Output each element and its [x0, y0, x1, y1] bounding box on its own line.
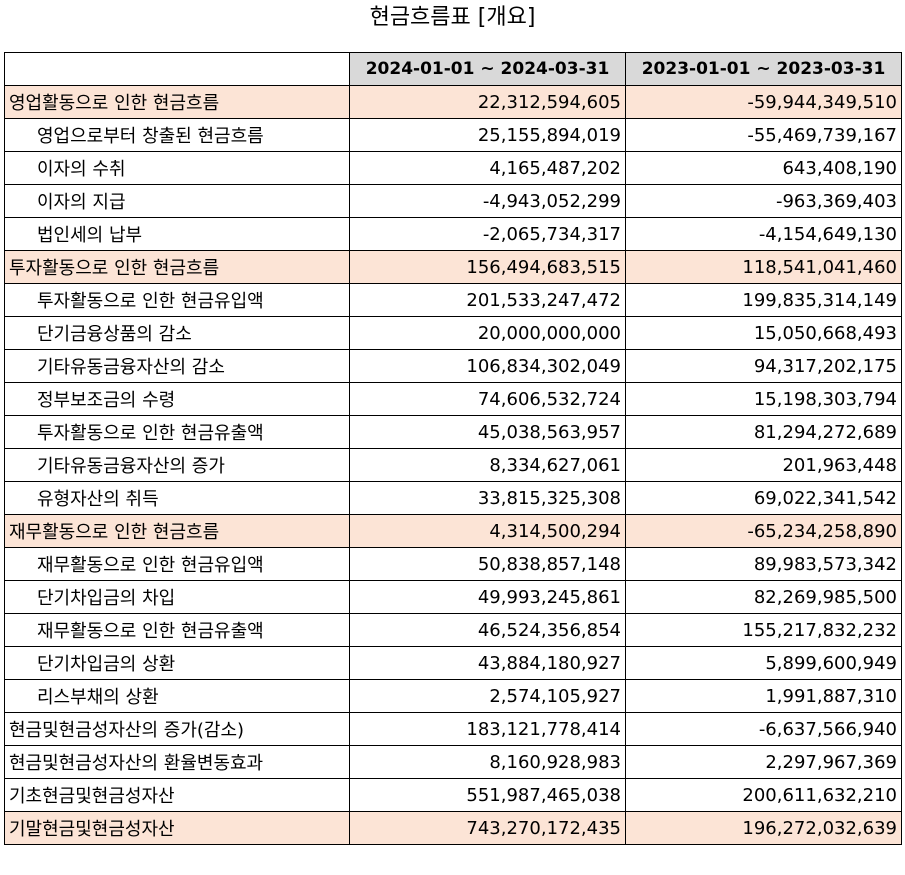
row-label: 이자의 지급: [4, 184, 350, 218]
value-2023: 81,294,272,689: [625, 415, 902, 449]
value-2024: 8,334,627,061: [349, 448, 626, 482]
table-row: 기타유동금융자산의 감소 106,834,302,049 94,317,202,17…: [4, 349, 902, 383]
table-row: 리스부채의 상환 2,574,105,927 1,991,887,310: [4, 679, 902, 713]
row-label: 법인세의 납부: [4, 217, 350, 251]
row-label: 재무활동으로 인한 현금유입액: [4, 547, 350, 581]
row-label: 영업활동으로 인한 현금흐름: [4, 85, 350, 119]
value-2024: -2,065,734,317: [349, 217, 626, 251]
value-2024: 45,038,563,957: [349, 415, 626, 449]
value-2023: 643,408,190: [625, 151, 902, 185]
value-2023: 5,899,600,949: [625, 646, 902, 680]
row-label: 투자활동으로 인한 현금흐름: [4, 250, 350, 284]
header-row: 2024-01-01 ~ 2024-03-31 2023-01-01 ~ 202…: [4, 52, 902, 86]
row-label: 재무활동으로 인한 현금흐름: [4, 514, 350, 548]
header-period-2024: 2024-01-01 ~ 2024-03-31: [349, 52, 626, 86]
value-2024: 46,524,356,854: [349, 613, 626, 647]
value-2024: 106,834,302,049: [349, 349, 626, 383]
value-2024: 20,000,000,000: [349, 316, 626, 350]
value-2023: 15,198,303,794: [625, 382, 902, 416]
value-2024: 25,155,894,019: [349, 118, 626, 152]
value-2023: 1,991,887,310: [625, 679, 902, 713]
value-2024: 50,838,857,148: [349, 547, 626, 581]
row-label: 기말현금및현금성자산: [4, 811, 350, 845]
cash-flow-table: 2024-01-01 ~ 2024-03-31 2023-01-01 ~ 202…: [4, 52, 902, 845]
value-2023: -963,369,403: [625, 184, 902, 218]
row-label: 기초현금및현금성자산: [4, 778, 350, 812]
row-label: 단기차입금의 상환: [4, 646, 350, 680]
table-row: 영업으로부터 창출된 현금흐름 25,155,894,019 -55,469,739…: [4, 118, 902, 152]
row-label: 재무활동으로 인한 현금유출액: [4, 613, 350, 647]
table-row: 기초현금및현금성자산 551,987,465,038 200,611,632,210: [4, 778, 902, 812]
table-row: 기말현금및현금성자산 743,270,172,435 196,272,032,639: [4, 811, 902, 845]
row-label: 현금및현금성자산의 환율변동효과: [4, 745, 350, 779]
table-row: 영업활동으로 인한 현금흐름 22,312,594,605 -59,944,349,…: [4, 85, 902, 119]
table-row: 재무활동으로 인한 현금유입액 50,838,857,148 89,983,573,…: [4, 547, 902, 581]
row-label: 영업으로부터 창출된 현금흐름: [4, 118, 350, 152]
table-row: 단기금융상품의 감소 20,000,000,000 15,050,668,493: [4, 316, 902, 350]
row-label: 현금및현금성자산의 증가(감소): [4, 712, 350, 746]
value-2023: 196,272,032,639: [625, 811, 902, 845]
value-2024: 74,606,532,724: [349, 382, 626, 416]
table-row: 재무활동으로 인한 현금흐름 4,314,500,294 -65,234,258,8…: [4, 514, 902, 548]
row-label: 리스부채의 상환: [4, 679, 350, 713]
value-2024: 2,574,105,927: [349, 679, 626, 713]
value-2024: 4,314,500,294: [349, 514, 626, 548]
header-blank: [4, 52, 350, 86]
table-row: 현금및현금성자산의 증가(감소) 183,121,778,414 -6,637,56…: [4, 712, 902, 746]
table-row: 법인세의 납부 -2,065,734,317 -4,154,649,130: [4, 217, 902, 251]
row-label: 이자의 수취: [4, 151, 350, 185]
value-2024: 551,987,465,038: [349, 778, 626, 812]
value-2023: 199,835,314,149: [625, 283, 902, 317]
row-label: 투자활동으로 인한 현금유출액: [4, 415, 350, 449]
value-2023: 89,983,573,342: [625, 547, 902, 581]
value-2023: 15,050,668,493: [625, 316, 902, 350]
row-label: 정부보조금의 수령: [4, 382, 350, 416]
value-2024: 743,270,172,435: [349, 811, 626, 845]
value-2023: 2,297,967,369: [625, 745, 902, 779]
table-row: 이자의 수취 4,165,487,202 643,408,190: [4, 151, 902, 185]
table-row: 재무활동으로 인한 현금유출액 46,524,356,854 155,217,832…: [4, 613, 902, 647]
table-row: 단기차입금의 상환 43,884,180,927 5,899,600,949: [4, 646, 902, 680]
row-label: 유형자산의 취득: [4, 481, 350, 515]
table-row: 투자활동으로 인한 현금흐름 156,494,683,515 118,541,041…: [4, 250, 902, 284]
table-row: 기타유동금융자산의 증가 8,334,627,061 201,963,448: [4, 448, 902, 482]
value-2023: 155,217,832,232: [625, 613, 902, 647]
value-2023: -4,154,649,130: [625, 217, 902, 251]
table-row: 현금및현금성자산의 환율변동효과 8,160,928,983 2,297,967,3…: [4, 745, 902, 779]
value-2024: 4,165,487,202: [349, 151, 626, 185]
table-row: 이자의 지급 -4,943,052,299 -963,369,403: [4, 184, 902, 218]
table-row: 유형자산의 취득 33,815,325,308 69,022,341,542: [4, 481, 902, 515]
value-2024: 33,815,325,308: [349, 481, 626, 515]
value-2023: -55,469,739,167: [625, 118, 902, 152]
value-2024: 22,312,594,605: [349, 85, 626, 119]
value-2023: 69,022,341,542: [625, 481, 902, 515]
value-2023: -59,944,349,510: [625, 85, 902, 119]
value-2024: 201,533,247,472: [349, 283, 626, 317]
header-period-2023: 2023-01-01 ~ 2023-03-31: [625, 52, 902, 86]
value-2024: 8,160,928,983: [349, 745, 626, 779]
value-2024: 49,993,245,861: [349, 580, 626, 614]
table-body: 영업활동으로 인한 현금흐름 22,312,594,605 -59,944,349,…: [4, 85, 902, 845]
value-2023: 82,269,985,500: [625, 580, 902, 614]
table-row: 단기차입금의 차입 49,993,245,861 82,269,985,500: [4, 580, 902, 614]
page-title: 현금흐름표 [개요]: [369, 5, 536, 30]
row-label: 기타유동금융자산의 증가: [4, 448, 350, 482]
table-row: 정부보조금의 수령 74,606,532,724 15,198,303,794: [4, 382, 902, 416]
value-2024: -4,943,052,299: [349, 184, 626, 218]
value-2024: 43,884,180,927: [349, 646, 626, 680]
value-2024: 156,494,683,515: [349, 250, 626, 284]
value-2023: 94,317,202,175: [625, 349, 902, 383]
row-label: 기타유동금융자산의 감소: [4, 349, 350, 383]
value-2023: -65,234,258,890: [625, 514, 902, 548]
table-row: 투자활동으로 인한 현금유출액 45,038,563,957 81,294,272,…: [4, 415, 902, 449]
value-2023: 118,541,041,460: [625, 250, 902, 284]
table-row: 투자활동으로 인한 현금유입액 201,533,247,472 199,835,31…: [4, 283, 902, 317]
row-label: 투자활동으로 인한 현금유입액: [4, 283, 350, 317]
row-label: 단기차입금의 차입: [4, 580, 350, 614]
value-2024: 183,121,778,414: [349, 712, 626, 746]
value-2023: 201,963,448: [625, 448, 902, 482]
row-label: 단기금융상품의 감소: [4, 316, 350, 350]
value-2023: -6,637,566,940: [625, 712, 902, 746]
value-2023: 200,611,632,210: [625, 778, 902, 812]
